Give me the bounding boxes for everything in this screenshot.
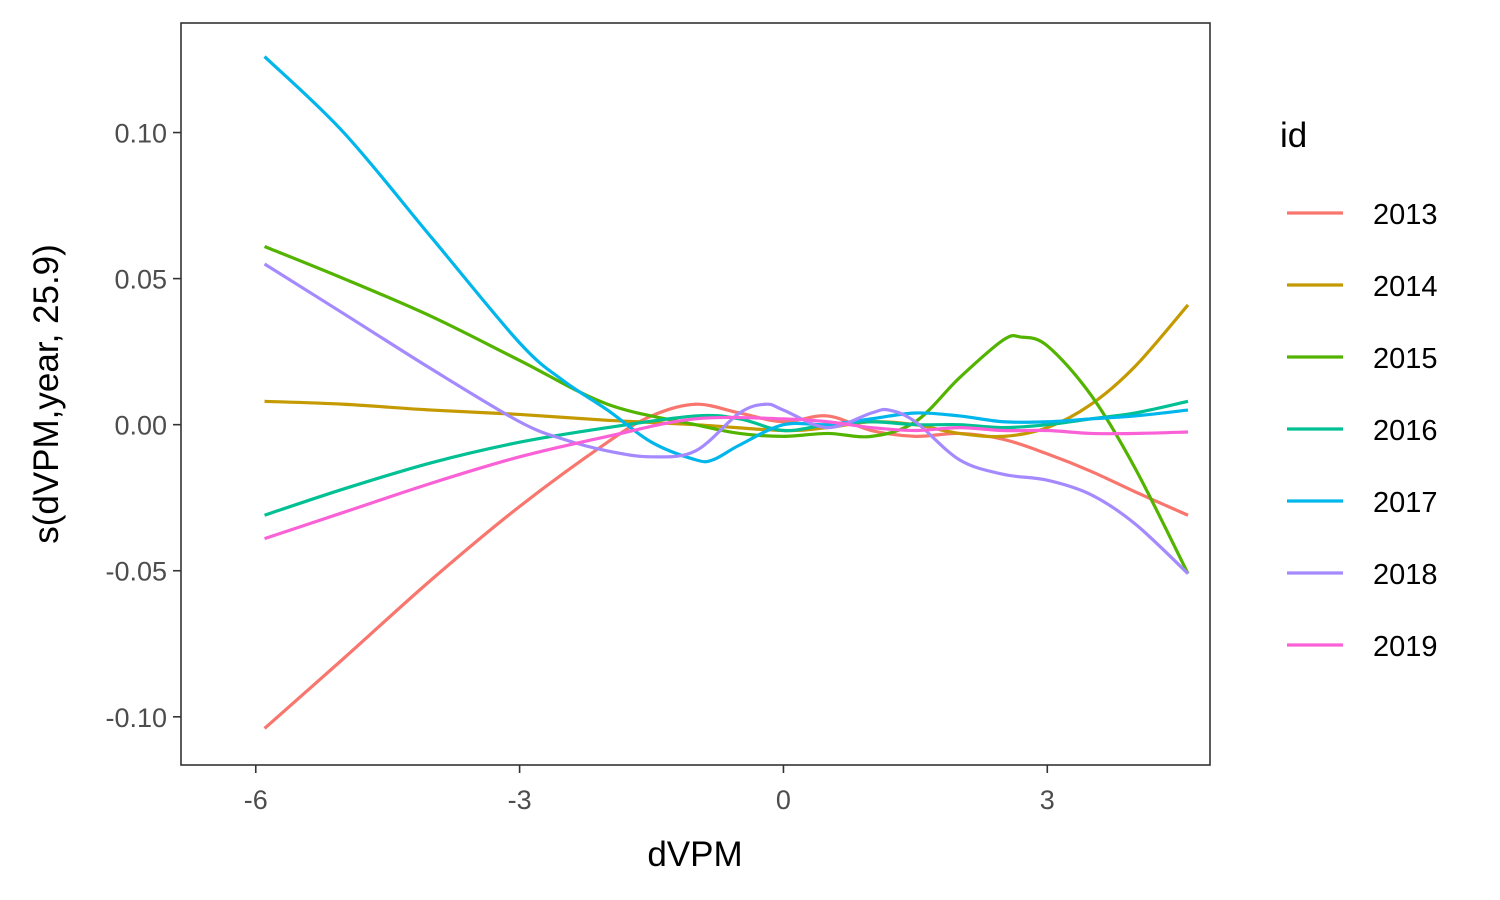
legend-item-2016: 2016 [1287,415,1438,447]
legend-label: 2017 [1373,487,1438,519]
x-tick-label: 3 [1040,785,1055,815]
legend-label: 2015 [1373,343,1438,375]
legend-title: id [1280,116,1307,155]
legend-item-2015: 2015 [1287,343,1438,375]
x-axis-title: dVPM [647,835,742,874]
series-line-2017 [263,55,1189,464]
x-axis: -6 -3 0 3 [244,765,1055,815]
legend-label: 2014 [1373,271,1438,303]
y-axis-title: s(dVPM,year, 25.9) [27,244,66,544]
legend-item-2013: 2013 [1287,199,1438,231]
legend-label: 2013 [1373,199,1438,231]
y-tick-label: -0.05 [105,557,167,587]
y-tick-label: -0.10 [105,703,167,733]
series-line-2015 [263,244,1190,575]
legend: id 2013 2014 2015 2016 2017 2018 2019 [1280,116,1438,663]
series-lines [263,55,1190,730]
series-line-2018 [263,262,1190,575]
x-tick-label: -3 [508,785,532,815]
series-line-2016 [264,399,1189,517]
y-tick-label: 0.05 [114,265,167,295]
legend-item-2018: 2018 [1287,559,1438,591]
legend-label: 2016 [1373,415,1438,447]
x-tick-label: -6 [244,785,268,815]
series-line-2013 [263,402,1189,730]
plot-panel [180,22,1211,766]
y-tick-label: 0.10 [114,119,167,149]
series-line-2019 [264,415,1189,541]
legend-item-2019: 2019 [1287,631,1438,663]
legend-label: 2018 [1373,559,1438,591]
legend-item-2014: 2014 [1287,271,1438,303]
y-tick-label: 0.00 [114,411,167,441]
x-tick-label: 0 [776,785,791,815]
y-axis: -0.10 -0.05 0.00 0.05 0.10 [105,119,181,733]
legend-label: 2019 [1373,631,1438,663]
legend-item-2017: 2017 [1287,487,1438,519]
legend-items: 2013 2014 2015 2016 2017 2018 2019 [1287,199,1438,663]
